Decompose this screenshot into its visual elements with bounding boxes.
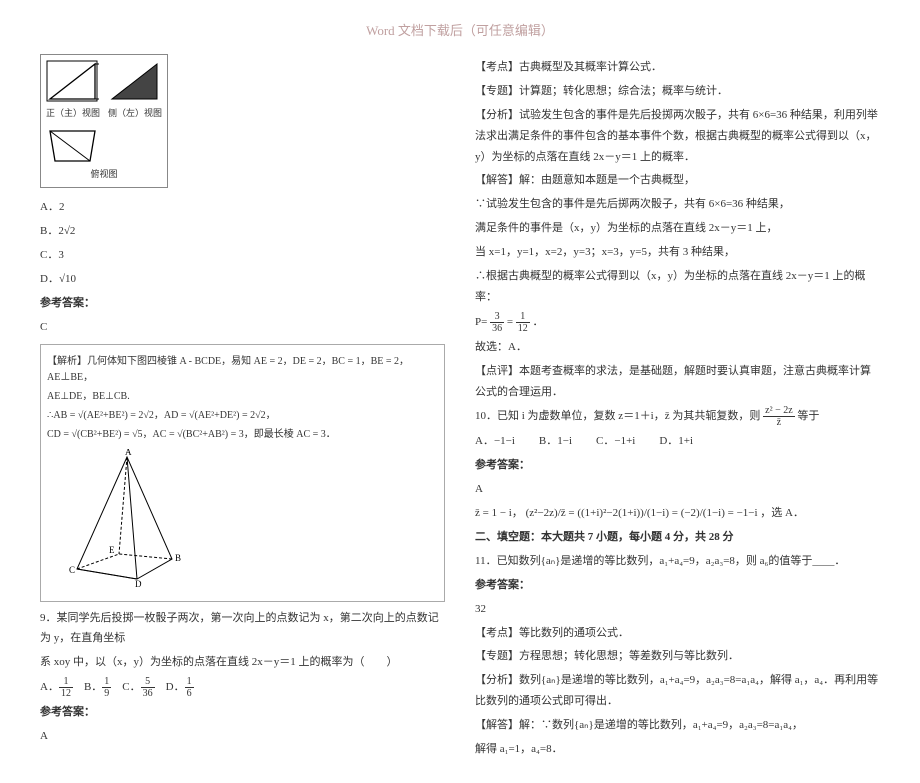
- svg-text:D: D: [135, 579, 142, 589]
- answer-10: A: [475, 479, 880, 500]
- option-8a: A．2: [40, 197, 445, 218]
- p-equation: P= 336 = 112 ．: [475, 311, 880, 334]
- front-view-label: 正（主）视图: [45, 105, 101, 122]
- r-l5: ∵试验发生包含的事件是先后掷两次骰子，共有 6×6=36 种结果，: [475, 194, 880, 215]
- answer-11: 32: [475, 599, 880, 620]
- side-view: 侧（左）视图: [107, 59, 163, 122]
- r-l11d: 【解答】解：∵数列{aₙ}是递增的等比数列，a₁+a₄=9，a₂a₃=8=a₁a…: [475, 715, 880, 736]
- top-view: 俯视图: [45, 126, 163, 183]
- three-view-diagram: 2 正（主）视图 侧（左）视图 俯视图: [40, 54, 168, 188]
- r-l11e: 解得 a₁=1，a₄=8．: [475, 739, 880, 760]
- pyramid-diagram: A B C D E: [47, 449, 438, 589]
- r-l11b: 【专题】方程思想；转化思想；等差数列与等比数列．: [475, 646, 880, 667]
- r-l11a: 【考点】等比数列的通项公式．: [475, 623, 880, 644]
- svg-text:E: E: [109, 545, 115, 555]
- r-l1: 【考点】古典概型及其概率计算公式．: [475, 57, 880, 78]
- q9-line2: 系 xoy 中，以（x，y）为坐标的点落在直线 2x－y＝1 上的概率为（ ）: [40, 652, 445, 673]
- sol8-l2: AE⊥DE，BE⊥CB.: [47, 389, 438, 405]
- q9-optC: C．536: [122, 681, 157, 693]
- solution-box-8: 【解析】几何体知下图四棱锥 A - BCDE，易知 AE = 2，DE = 2，…: [40, 344, 445, 602]
- right-column: 【考点】古典概型及其概率计算公式． 【专题】计算题；转化思想；综合法；概率与统计…: [475, 54, 880, 763]
- q10-B: B．1−i: [539, 431, 572, 452]
- r-l4: 【解答】解：由题意知本题是一个古典概型，: [475, 170, 880, 191]
- section-2-heading: 二、填空题：本大题共 7 小题，每小题 4 分，共 28 分: [475, 527, 880, 548]
- q9-optA: A．112: [40, 681, 76, 693]
- svg-text:C: C: [69, 565, 75, 575]
- option-8b: B．2√2: [40, 221, 445, 242]
- option-8c: C．3: [40, 245, 445, 266]
- q11-text: 11．已知数列{aₙ}是递增的等比数列，a₁+a₄=9，a₂a₃=8，则 a₆的…: [475, 551, 880, 572]
- r-l8: ∴根据古典概型的概率公式得到以（x，y）为坐标的点落在直线 2x－y＝1 上的概…: [475, 266, 880, 308]
- r-l10: 【点评】本题考查概率的求法，是基础题，解题时要认真审题，注意古典概率计算公式的合…: [475, 361, 880, 403]
- option-8d: D．√10: [40, 269, 445, 290]
- svg-text:A: A: [125, 449, 132, 457]
- sol8-l4: CD = √(CB²+BE²) = √5，AC = √(BC²+AB²) = 3…: [47, 427, 438, 443]
- r-l9: 故选：A．: [475, 337, 880, 358]
- q10-text: 10．已知 i 为虚数单位，复数 z＝1＋i，z̄ 为其共轭复数，则 z² − …: [475, 405, 880, 428]
- r-l11c: 【分析】数列{aₙ}是递增的等比数列，a₁+a₄=9，a₂a₃=8=a₁a₄，解…: [475, 670, 880, 712]
- r-l6: 满足条件的事件是（x，y）为坐标的点落在直线 2x－y＝1 上，: [475, 218, 880, 239]
- answer-label-11: 参考答案：: [475, 575, 880, 596]
- r-l2: 【专题】计算题；转化思想；综合法；概率与统计．: [475, 81, 880, 102]
- answer-8: C: [40, 317, 445, 338]
- q10-D: D．1+i: [659, 431, 693, 452]
- front-view: 2 正（主）视图: [45, 59, 101, 122]
- svg-text:B: B: [175, 553, 181, 563]
- top-view-label: 俯视图: [45, 166, 163, 183]
- sol8-l1: 【解析】几何体知下图四棱锥 A - BCDE，易知 AE = 2，DE = 2，…: [47, 354, 438, 386]
- r-l7: 当 x=1，y=1，x=2，y=3；x=3，y=5，共有 3 种结果，: [475, 242, 880, 263]
- q9-line1: 9．某同学先后投掷一枚骰子两次，第一次向上的点数记为 x，第二次向上的点数记为 …: [40, 608, 445, 650]
- answer-label-9: 参考答案：: [40, 702, 445, 723]
- q9-optB: B．19: [84, 681, 114, 693]
- sol10: z̄ = 1 − i， (z²−2z)/z̄ = ((1+i)²−2(1+i))…: [475, 503, 880, 524]
- answer-label-10: 参考答案：: [475, 455, 880, 476]
- side-view-label: 侧（左）视图: [107, 105, 163, 122]
- q10-options: A．−1−i B．1−i C．−1+i D．1+i: [475, 431, 880, 452]
- q10-A: A．−1−i: [475, 431, 515, 452]
- left-column: 2 正（主）视图 侧（左）视图 俯视图 A．2: [40, 54, 445, 763]
- answer-9: A: [40, 726, 445, 747]
- q9-options: A．112 B．19 C．536 D．16: [40, 676, 445, 699]
- header-note: Word 文档下载后（可任意编辑）: [40, 20, 880, 39]
- q9-optD: D．16: [166, 681, 194, 693]
- r-l3: 【分析】试验发生包含的事件是先后投掷两次骰子，共有 6×6=36 种结果，利用列…: [475, 105, 880, 168]
- sol8-l3: ∴AB = √(AE²+BE²) = 2√2，AD = √(AE²+DE²) =…: [47, 408, 438, 424]
- answer-label-8: 参考答案：: [40, 293, 445, 314]
- two-column-layout: 2 正（主）视图 侧（左）视图 俯视图 A．2: [40, 54, 880, 763]
- q10-C: C．−1+i: [596, 431, 635, 452]
